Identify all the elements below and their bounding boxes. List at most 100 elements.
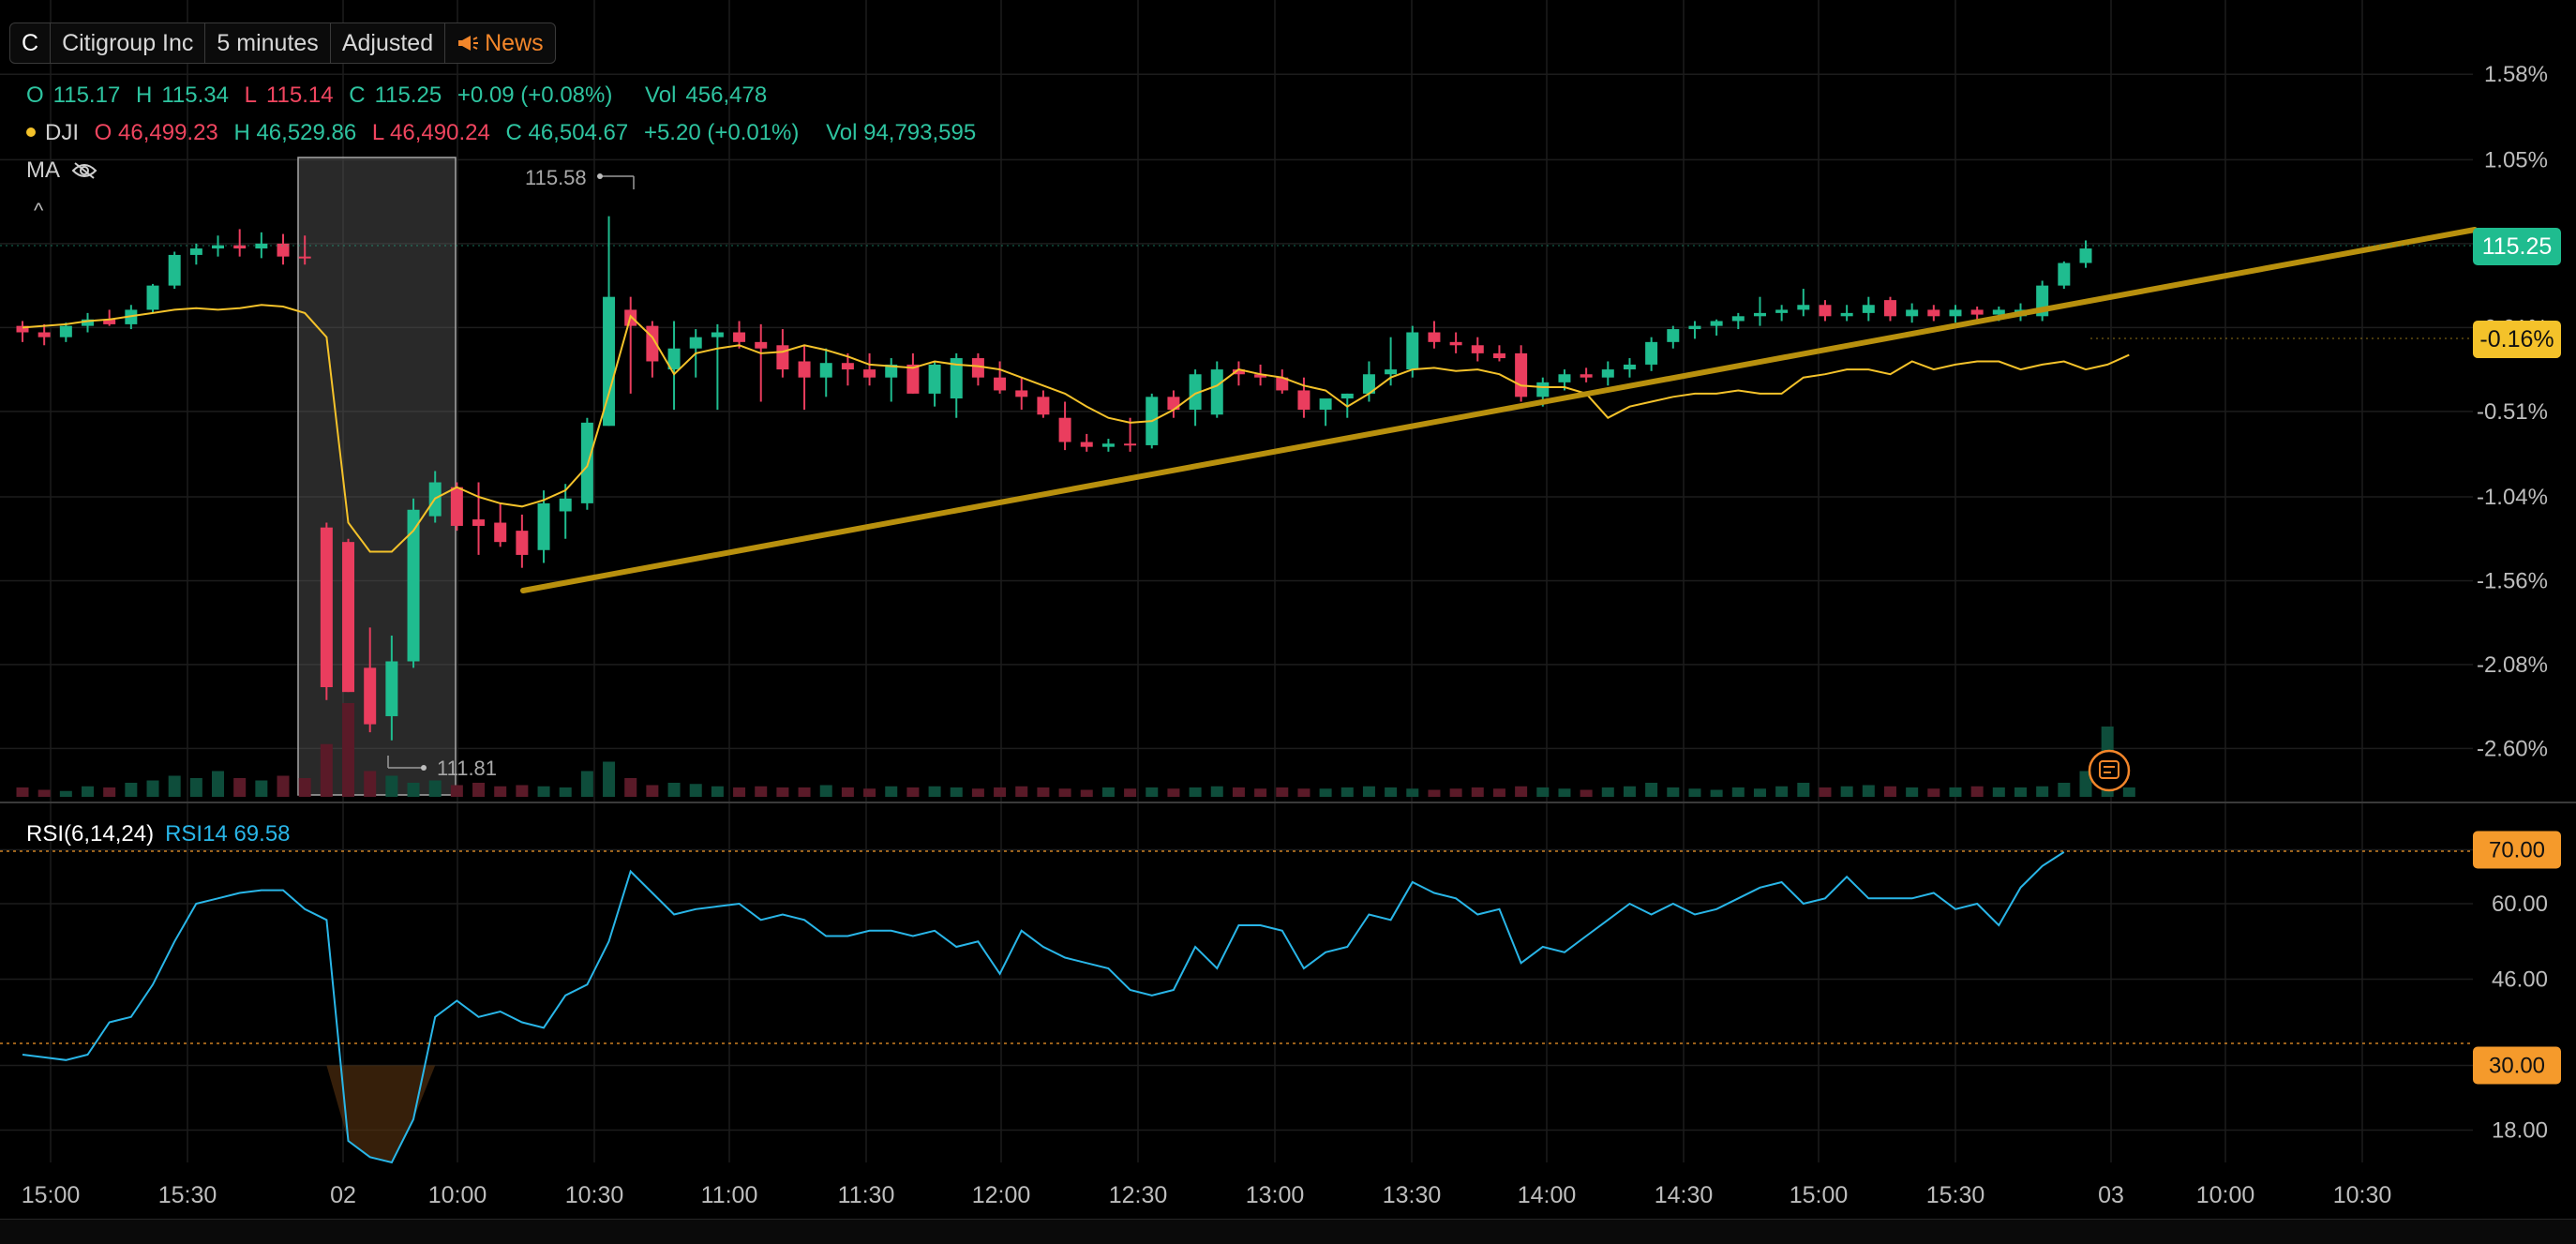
candle[interactable] [1840, 305, 1853, 322]
candle[interactable] [472, 482, 486, 555]
candle[interactable] [1819, 300, 1832, 322]
candle[interactable] [994, 361, 1007, 394]
candle[interactable] [16, 321, 29, 342]
candle[interactable] [1906, 303, 1919, 323]
candle[interactable] [624, 296, 637, 394]
candle[interactable] [1015, 377, 1028, 411]
candle[interactable] [711, 323, 724, 411]
candle[interactable] [407, 498, 420, 668]
candle[interactable] [2036, 280, 2049, 322]
candle[interactable] [2079, 240, 2092, 268]
candle[interactable] [1797, 289, 1810, 317]
candle[interactable] [37, 323, 51, 346]
rsi-axis[interactable]: 70.00 60.00 46.00 30.00 18.00 [2473, 831, 2561, 1144]
candle[interactable] [103, 309, 116, 326]
candle[interactable] [1297, 377, 1310, 418]
candle[interactable] [1731, 312, 1745, 330]
candle[interactable] [950, 352, 963, 418]
candle[interactable] [1862, 296, 1875, 322]
candle[interactable] [1515, 345, 1528, 402]
candle[interactable] [1471, 337, 1484, 362]
candle[interactable] [233, 229, 247, 257]
candle[interactable] [364, 627, 377, 733]
candle[interactable] [1949, 305, 1962, 323]
candle[interactable] [1645, 337, 1658, 371]
candle[interactable] [189, 243, 202, 265]
candle[interactable] [450, 482, 463, 532]
candle[interactable] [906, 352, 920, 394]
candle[interactable] [1688, 321, 1701, 339]
candle[interactable] [1775, 305, 1789, 322]
candle[interactable] [320, 522, 333, 700]
candle[interactable] [1362, 361, 1375, 402]
price-axis[interactable]: 1.58%1.05%0.53%0.01%-0.51%-1.04%-1.56%-2… [2477, 62, 2548, 761]
candle[interactable] [1710, 319, 1723, 336]
candle[interactable] [1601, 361, 1614, 386]
candle[interactable] [667, 321, 681, 411]
candle[interactable] [1580, 367, 1593, 382]
candle[interactable] [516, 514, 529, 568]
candle[interactable] [1037, 390, 1050, 418]
candle[interactable] [537, 490, 550, 563]
candle[interactable] [798, 345, 811, 411]
symbol-button[interactable]: C [10, 23, 52, 63]
candles[interactable] [16, 216, 2092, 741]
candle[interactable] [1492, 345, 1505, 362]
candle[interactable] [819, 348, 832, 397]
candle[interactable] [971, 352, 984, 386]
candle[interactable] [298, 235, 311, 265]
candle[interactable] [2058, 261, 2071, 290]
candle[interactable] [863, 352, 876, 386]
candle[interactable] [342, 538, 355, 693]
candle[interactable] [82, 312, 95, 333]
candle[interactable] [1210, 361, 1223, 418]
candle[interactable] [385, 635, 398, 741]
eye-hidden-icon[interactable] [71, 161, 97, 180]
candle[interactable] [277, 233, 290, 265]
candle[interactable] [1319, 398, 1332, 427]
candle[interactable] [755, 323, 768, 402]
news-marker-icon[interactable] [2088, 749, 2131, 792]
candle[interactable] [1927, 305, 1940, 322]
candle[interactable] [1623, 358, 1636, 378]
candle[interactable] [1167, 390, 1180, 418]
candle[interactable] [1970, 306, 1984, 320]
candle[interactable] [168, 251, 181, 290]
rsi-legend[interactable]: RSI(6,14,24) RSI14 69.58 [26, 821, 291, 847]
rsi-grid-lines [0, 848, 2473, 1132]
trendline[interactable] [520, 227, 2478, 593]
candle[interactable] [59, 322, 72, 342]
candle[interactable] [1058, 401, 1071, 451]
candle[interactable] [255, 232, 268, 259]
company-name-button[interactable]: Citigroup Inc [51, 23, 206, 63]
candle[interactable] [776, 329, 789, 378]
candle[interactable] [733, 321, 746, 349]
compare-legend[interactable]: DJI O 46,499.23 H 46,529.86 L 46,490.24 … [26, 120, 985, 146]
candle[interactable] [212, 235, 225, 257]
candle[interactable] [1667, 325, 1680, 349]
candle[interactable] [841, 352, 854, 386]
volume-bar [2036, 786, 2049, 797]
interval-button[interactable]: 5 minutes [205, 23, 331, 63]
candle[interactable] [1276, 369, 1289, 394]
candle[interactable] [885, 358, 898, 402]
candle[interactable] [494, 502, 507, 547]
candle[interactable] [559, 484, 572, 539]
time-axis[interactable]: 15:00 15:30 02 10:00 10:30 11:00 11:30 12:00 12:… [22, 1182, 2392, 1208]
candle[interactable] [1753, 296, 1766, 326]
candle[interactable] [1449, 332, 1462, 353]
candle[interactable] [1883, 296, 1896, 322]
candle[interactable] [1428, 321, 1441, 349]
candle[interactable] [646, 321, 659, 378]
adjustment-button[interactable]: Adjusted [331, 23, 446, 63]
candle[interactable] [1189, 369, 1202, 427]
candle[interactable] [1232, 361, 1245, 386]
collapse-caret-icon[interactable]: ^ [34, 199, 44, 222]
candle[interactable] [928, 361, 941, 407]
candle[interactable] [146, 283, 159, 313]
candle[interactable] [1080, 433, 1093, 452]
news-button[interactable]: News [445, 23, 555, 63]
ma-indicator[interactable]: MA [26, 157, 97, 184]
candle[interactable] [1101, 439, 1115, 452]
